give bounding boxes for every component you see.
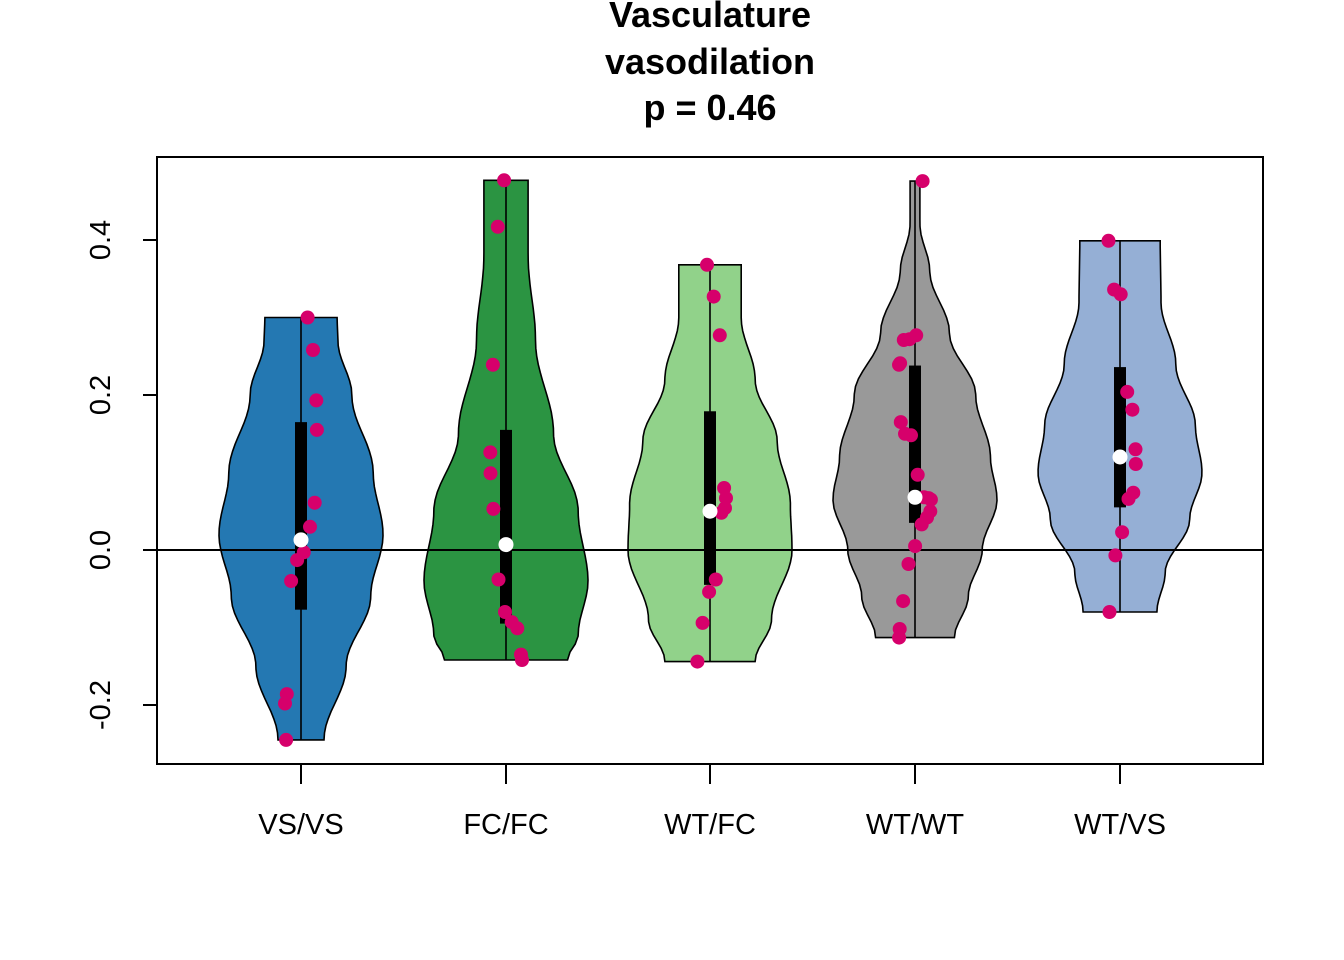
data-point: [908, 539, 923, 554]
y-tick-label: 0.0: [85, 530, 117, 570]
data-point: [690, 654, 705, 669]
iqr-box: [704, 411, 716, 585]
data-point: [700, 257, 714, 272]
data-point: [914, 517, 929, 532]
iqr-box: [500, 429, 512, 624]
data-point: [1115, 525, 1130, 540]
violin-layer: [218, 179, 1203, 741]
data-point: [510, 621, 525, 636]
x-tick-label: WT/VS: [1074, 809, 1166, 841]
data-point: [307, 495, 322, 510]
median-marker: [293, 532, 309, 548]
data-point: [490, 219, 505, 234]
data-point: [896, 594, 911, 609]
data-point: [1108, 548, 1123, 563]
data-point: [290, 553, 305, 568]
y-tick-label: -0.2: [85, 680, 117, 730]
x-tick-label: WT/FC: [664, 809, 756, 841]
data-point: [303, 519, 317, 534]
data-point: [892, 630, 907, 645]
y-axis: -0.2 0.0 0.2 0.4: [85, 220, 157, 730]
data-point: [483, 466, 498, 481]
data-point: [483, 445, 498, 460]
data-point: [497, 173, 512, 188]
x-tick-label: FC/FC: [463, 809, 548, 841]
x-axis: VS/VS FC/FC WT/FC WT/WT WT/VS: [258, 764, 1166, 841]
data-point: [1113, 287, 1128, 302]
data-point: [923, 492, 938, 507]
data-point: [278, 696, 292, 711]
data-point: [708, 572, 723, 587]
data-point: [300, 310, 315, 325]
data-point: [695, 615, 710, 630]
data-point: [306, 343, 320, 357]
chart-title: Vasculature vasodilation p = 0.46: [605, 0, 815, 128]
chart-title-line-3: p = 0.46: [643, 87, 776, 128]
data-point: [1128, 457, 1143, 471]
chart-title-line-2: vasodilation: [605, 41, 815, 82]
data-point: [893, 415, 908, 430]
data-point: [714, 505, 729, 520]
chart-title-line-1: Vasculature: [609, 0, 811, 35]
median-marker: [907, 489, 923, 505]
data-point: [1128, 442, 1143, 457]
data-point: [1125, 402, 1140, 417]
x-tick-label: VS/VS: [258, 809, 343, 841]
data-point: [904, 428, 918, 443]
y-tick-label: 0.2: [85, 375, 117, 415]
data-point: [279, 732, 294, 747]
data-point: [901, 557, 916, 571]
data-point: [892, 357, 906, 372]
data-point: [1120, 384, 1135, 399]
data-point: [309, 422, 324, 437]
data-point: [1102, 605, 1117, 619]
iqr-box: [1114, 367, 1126, 508]
median-marker: [702, 503, 718, 519]
data-point: [1101, 233, 1116, 248]
data-point: [309, 393, 324, 408]
data-point: [910, 467, 925, 482]
x-tick-label: WT/WT: [866, 809, 965, 841]
data-point: [915, 174, 930, 189]
data-point: [284, 574, 299, 588]
median-marker: [498, 537, 514, 553]
y-tick-label: 0.4: [85, 220, 117, 260]
median-marker: [1112, 449, 1128, 465]
data-point: [491, 572, 506, 587]
data-point: [485, 357, 500, 372]
data-point: [712, 328, 727, 343]
data-point: [896, 333, 911, 347]
data-point: [702, 584, 717, 599]
point-layer: [278, 173, 1143, 747]
data-point: [706, 289, 721, 304]
data-point: [1121, 491, 1136, 506]
data-point: [498, 605, 512, 619]
iqr-box: [909, 365, 921, 523]
data-point: [486, 501, 501, 516]
data-point: [515, 653, 529, 667]
